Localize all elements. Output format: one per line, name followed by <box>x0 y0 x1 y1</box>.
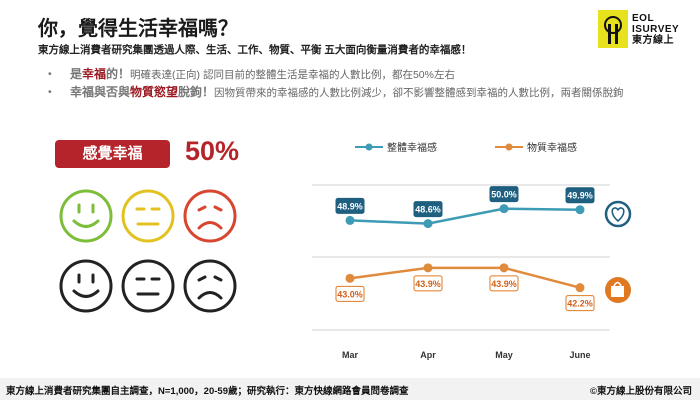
data-point <box>499 263 509 273</box>
data-label-box <box>565 187 595 204</box>
data-label-box <box>489 275 519 292</box>
brand-logo: EOL ISURVEY 東方線上 <box>598 10 692 48</box>
data-label-box <box>335 197 365 214</box>
happiness-percent: 50% <box>185 136 240 166</box>
legend-marker <box>505 143 513 151</box>
finding-item: • 是幸福的！明確表達(正向) 認同目前的整體生活是幸福的人數比例，都在50%左… <box>48 67 455 82</box>
data-label: 42.2% <box>567 299 593 309</box>
data-point <box>575 205 585 215</box>
data-label-box <box>335 285 365 302</box>
data-point <box>345 273 355 283</box>
legend-label: 整體幸福感 <box>387 141 437 154</box>
bullet-dot: • <box>48 86 52 98</box>
heart-icon-shape <box>611 207 625 223</box>
data-label-box <box>489 186 519 203</box>
shopping-bag-icon-handle <box>613 281 622 287</box>
happy-face-icon <box>59 259 113 313</box>
finding-text: 明確表達(正向) 認同目前的整體生活是幸福的人數比例，都在50%左右 <box>130 69 455 81</box>
x-tick-label: June <box>569 350 590 360</box>
shopping-bag-icon-body <box>611 286 624 297</box>
data-label: 49.9% <box>567 191 593 201</box>
finding-item: • 幸福與否與物質慾望脫鉤！因物質帶來的幸福感的人數比例減少，卻不影響整體感到幸… <box>48 85 624 100</box>
footer: 東方線上消費者研究集團自主調查，N=1,000，20-59歲；研究執行：東方快線… <box>0 378 700 400</box>
data-point <box>423 219 433 229</box>
heart-icon <box>604 200 632 228</box>
data-label-box <box>413 275 443 292</box>
highlight-text: 幸福 <box>82 67 107 81</box>
page-subtitle: 東方線上消費者研究集團透過人際、生活、工作、物質、平衡 五大面向衡量消費者的幸福… <box>38 44 472 56</box>
data-label-box <box>565 295 595 312</box>
x-tick-label: May <box>495 350 513 360</box>
data-label: 43.9% <box>415 279 441 289</box>
data-point <box>499 204 509 214</box>
highlight-text: 物質慾望 <box>130 85 179 99</box>
neutral-face-icon <box>121 189 175 243</box>
legend-marker <box>365 143 373 151</box>
sad-face-icon <box>183 259 237 313</box>
data-label: 48.9% <box>337 201 363 211</box>
face-grid <box>58 188 258 328</box>
data-label-box <box>413 201 443 218</box>
source-note: 東方線上消費者研究集團自主調查，N=1,000，20-59歲；研究執行：東方快線… <box>6 386 409 397</box>
sad-face-icon <box>183 189 237 243</box>
happiness-label: 感覺幸福 <box>55 140 170 168</box>
finding-text: 因物質帶來的幸福感的人數比例減少，卻不影響整體感到幸福的人數比例，兩者關係脫鉤 <box>214 87 624 99</box>
data-label: 43.9% <box>491 279 517 289</box>
data-label: 50.0% <box>491 190 517 200</box>
neutral-face-icon <box>121 259 175 313</box>
data-point <box>423 263 433 273</box>
page-title: 你，覺得生活幸福嗎？ <box>38 18 238 40</box>
logo-mark <box>598 10 628 48</box>
data-point <box>345 215 355 225</box>
data-label: 48.6% <box>415 205 441 215</box>
happiness-trend-chart: 整體幸福感 物質幸福感 48.9% 48.6% 50.0% 49.9% 43.0% 43.9%… <box>312 141 632 360</box>
logo-wordmark: EOL ISURVEY 東方線上 <box>632 13 680 46</box>
series-line <box>349 207 581 225</box>
copyright: ©東方線上股份有限公司 <box>589 386 692 397</box>
data-label: 43.0% <box>337 289 363 299</box>
x-tick-label: Apr <box>420 350 436 360</box>
series-line <box>349 266 581 289</box>
x-tick-label: Mar <box>342 350 359 360</box>
legend-label: 物質幸福感 <box>527 141 577 154</box>
happy-face-icon <box>59 189 113 243</box>
data-point <box>575 283 585 293</box>
bullet-dot: • <box>48 68 52 80</box>
key-findings: • 是幸福的！明確表達(正向) 認同目前的整體生活是幸福的人數比例，都在50%左… <box>48 68 668 104</box>
